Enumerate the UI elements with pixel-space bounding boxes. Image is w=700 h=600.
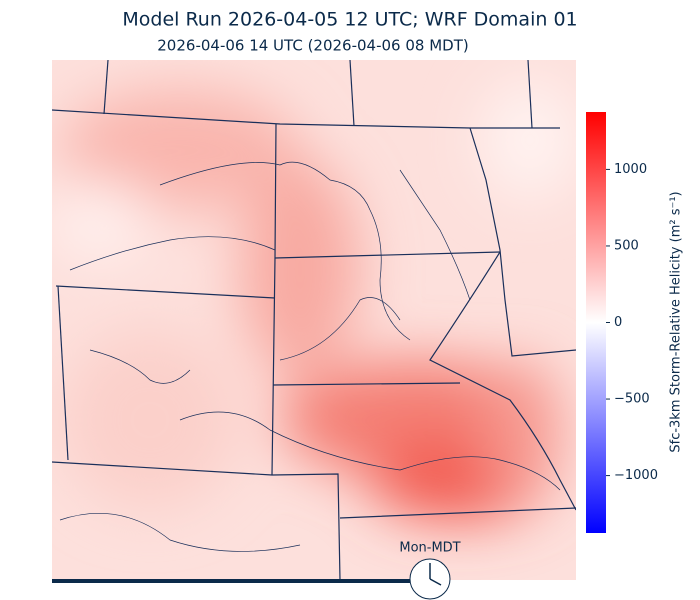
colorbar: Sfc-3km Storm-Relative Helicity (m² s⁻¹) bbox=[586, 112, 684, 533]
clock: Mon-MDT bbox=[399, 541, 461, 600]
subtitle: 2026-04-06 14 UTC (2026-04-06 08 MDT) bbox=[157, 37, 468, 55]
colorbar-label: Sfc-3km Storm-Relative Helicity (m² s⁻¹) bbox=[669, 191, 684, 452]
clock-label: Mon-MDT bbox=[399, 541, 460, 556]
colorbar-tick-label: −1000 bbox=[614, 468, 658, 483]
map bbox=[52, 60, 576, 580]
colorbar-tick-label: 1000 bbox=[614, 162, 647, 177]
colorbar-scale bbox=[586, 112, 606, 533]
colorbar-tick-label: 500 bbox=[614, 238, 639, 253]
colorbar-tick-label: 0 bbox=[614, 315, 622, 330]
colorbar-tick-label: −500 bbox=[614, 392, 650, 407]
title: Model Run 2026-04-05 12 UTC; WRF Domain … bbox=[122, 9, 577, 31]
